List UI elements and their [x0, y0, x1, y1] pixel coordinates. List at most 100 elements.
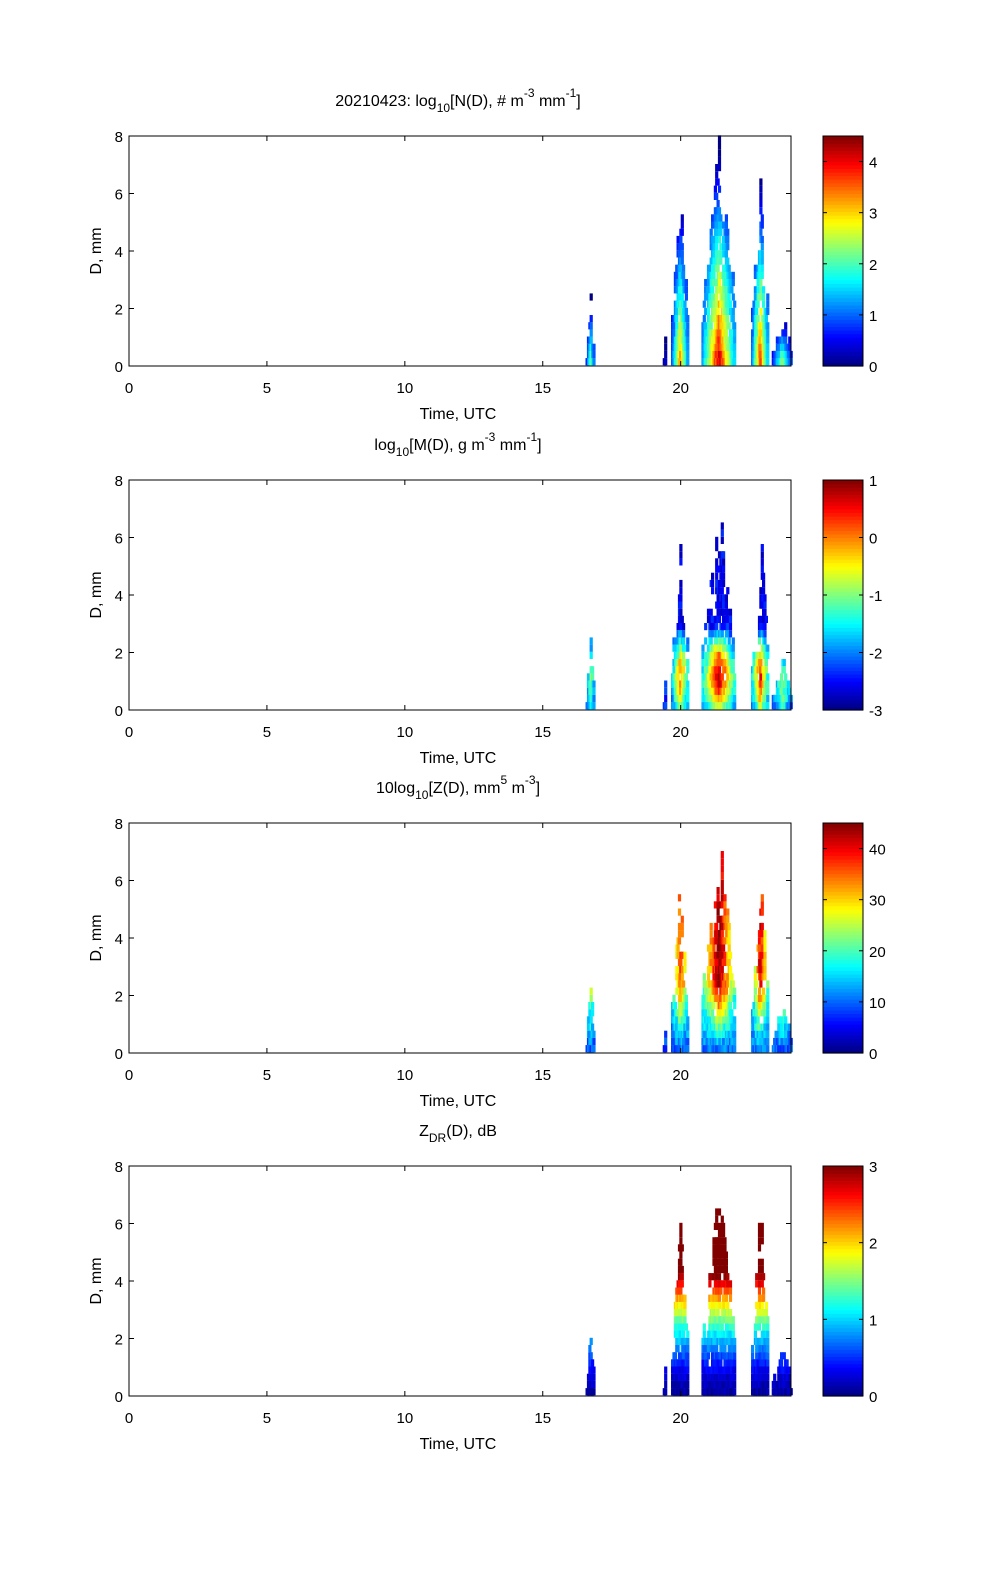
colorbar-segment — [823, 656, 863, 661]
colorbar-segment — [823, 1284, 863, 1289]
heatmap-cell — [683, 300, 687, 308]
heatmap-cell — [730, 329, 734, 337]
heatmap-cell — [677, 908, 682, 916]
heatmap-cell — [679, 579, 683, 588]
heatmap-cell — [591, 1009, 595, 1017]
heatmap-cell — [717, 651, 722, 659]
colorbar-segment — [823, 355, 863, 360]
heatmap-cell — [764, 666, 768, 674]
title-part: 5 — [500, 773, 507, 787]
heatmap-cell — [673, 1352, 677, 1360]
heatmap-cell — [715, 579, 719, 588]
colorbar-segment — [823, 840, 863, 846]
heatmap-cell — [715, 279, 719, 287]
heatmap-cell — [720, 879, 724, 887]
heatmap-cell — [677, 250, 682, 258]
heatmap-cell — [677, 930, 682, 938]
plot-area — [129, 1166, 791, 1396]
heatmap-cell — [730, 673, 734, 681]
heatmap-cell — [730, 1337, 734, 1345]
colorbar-segment — [823, 340, 863, 346]
heatmap-cell — [711, 214, 715, 222]
heatmap-cell — [784, 322, 788, 330]
heatmap-cell — [759, 980, 763, 988]
heatmap-cell — [686, 1037, 690, 1046]
heatmap-cell — [717, 666, 722, 674]
heatmap-cell — [728, 1280, 733, 1288]
colorbar-segment — [823, 1288, 863, 1293]
heatmap-cell — [764, 659, 768, 667]
colorbar-segment — [823, 645, 863, 650]
title-part: -3 — [485, 430, 496, 444]
panel-title: 20210423: log​10​[N(D), # m​-3​ mm​-1​]​ — [335, 86, 580, 115]
heatmap-cell — [777, 680, 781, 688]
colorbar-segment — [823, 222, 863, 227]
heatmap-cell — [722, 579, 726, 588]
heatmap-cell — [702, 980, 706, 988]
colorbar-segment — [823, 905, 863, 910]
heatmap-cell — [728, 1323, 733, 1331]
x-tick-label: 0 — [125, 1410, 133, 1427]
colorbar-segment — [823, 920, 863, 925]
heatmap-cell — [723, 637, 727, 645]
colorbar-segment — [823, 315, 863, 320]
heatmap-cell — [766, 1030, 770, 1038]
colorbar-tick-label: 1 — [869, 308, 877, 325]
heatmap-cell — [724, 221, 728, 229]
heatmap-cell — [764, 1301, 768, 1309]
heatmap-cell — [716, 264, 720, 272]
colorbar-segment — [823, 197, 863, 202]
heatmap-cell — [686, 1337, 690, 1345]
heatmap-cell — [709, 958, 713, 966]
heatmap-cell — [592, 343, 596, 351]
heatmap-cell — [592, 1380, 596, 1389]
heatmap-cell — [720, 522, 724, 530]
heatmap-cell — [592, 694, 596, 703]
heatmap-cell — [672, 329, 676, 337]
heatmap-cell — [757, 1222, 762, 1230]
heatmap-cell — [709, 673, 713, 681]
heatmap-cell — [712, 1237, 716, 1245]
heatmap-cell — [592, 1037, 596, 1046]
colorbar-segment — [823, 880, 863, 885]
x-tick-label: 5 — [263, 1067, 271, 1084]
heatmap-cell — [782, 1352, 786, 1360]
heatmap-cell — [716, 1359, 720, 1367]
heatmap-cell — [720, 872, 724, 880]
colorbar-segment — [823, 634, 863, 639]
heatmap-cell — [680, 966, 684, 974]
heatmap-cell — [591, 666, 595, 674]
heatmap-cell — [713, 644, 717, 652]
heatmap-cell — [722, 565, 726, 573]
heatmap-cell — [788, 336, 792, 344]
heatmap-cell — [760, 243, 764, 251]
heatmap-cell — [755, 673, 759, 681]
heatmap-cell — [733, 1388, 737, 1396]
colorbar-segment — [823, 490, 863, 495]
colorbar-tick-label: 3 — [869, 1159, 877, 1176]
colorbar-segment — [823, 837, 863, 842]
heatmap-cell — [726, 615, 730, 623]
heatmap-cell — [757, 987, 762, 995]
title-part: [Z(D), mm — [428, 780, 500, 797]
heatmap-cell — [682, 264, 686, 272]
heatmap-cell — [720, 529, 724, 537]
panel-z: 10log​10​[Z(D), mm​5​ m​-3​]​ 0 5 10 15 20 0 2 4… — [88, 773, 886, 1110]
heatmap-cell — [760, 922, 764, 931]
heatmap-cell — [777, 1023, 781, 1031]
heatmap-cell — [682, 666, 686, 674]
heatmap-cell — [716, 601, 720, 609]
heatmap-cell — [706, 1345, 711, 1353]
heatmap-cell — [706, 973, 711, 981]
colorbar-segment — [823, 873, 863, 878]
colorbar-segment — [823, 544, 863, 549]
heatmap-cell — [760, 221, 764, 229]
colorbar-segment — [823, 272, 863, 277]
colorbar-segment — [823, 362, 863, 367]
heatmap-cell — [723, 322, 727, 330]
heatmap-cell — [717, 135, 722, 143]
heatmap-cell — [683, 1309, 687, 1317]
heatmap-cell — [684, 1002, 688, 1010]
heatmap-cell — [686, 322, 690, 330]
heatmap-cell — [727, 937, 731, 945]
